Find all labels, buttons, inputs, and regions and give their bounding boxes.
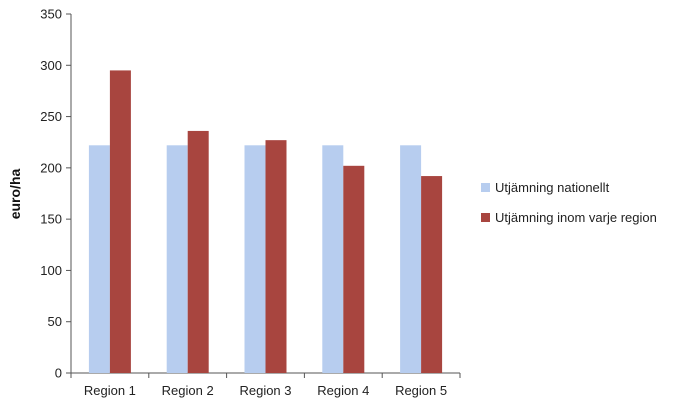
y-tick-label: 150: [40, 212, 62, 227]
bar-series-1: [400, 145, 422, 373]
bar-series-1: [166, 145, 188, 373]
x-tick-label: Region 3: [239, 383, 291, 398]
legend-swatch: [481, 213, 490, 222]
bar-series-2: [187, 130, 209, 373]
y-axis-label: euro/ha: [7, 169, 23, 220]
y-tick-label: 50: [48, 314, 62, 329]
y-tick-label: 250: [40, 109, 62, 124]
legend: Utjämning nationellt Utjämning inom varje…: [481, 180, 657, 225]
bar-series-2: [343, 165, 365, 373]
legend-label: Utjämning inom varje region: [495, 210, 657, 225]
bar-series-1: [322, 145, 344, 373]
x-tick-label: Region 1: [84, 383, 136, 398]
bar-series-1: [88, 145, 110, 373]
legend-swatch: [481, 183, 490, 192]
bar-series-1: [244, 145, 266, 373]
bar-series-2: [109, 70, 131, 374]
bars: [88, 70, 443, 374]
y-axis: 0 50 100 150 200 250 300 350: [40, 7, 72, 381]
x-axis: Region 1 Region 2 Region 3 Region 4 Region 5: [70, 372, 461, 398]
x-tick-label: Region 2: [162, 383, 214, 398]
y-tick-label: 350: [40, 7, 62, 22]
x-tick-label: Region 5: [395, 383, 447, 398]
bar-series-2: [265, 140, 287, 373]
y-tick-label: 200: [40, 160, 62, 175]
legend-label: Utjämning nationellt: [495, 180, 610, 195]
x-tick-label: Region 4: [317, 383, 369, 398]
y-tick-label: 300: [40, 58, 62, 73]
y-tick-label: 100: [40, 263, 62, 278]
y-tick-label: 0: [55, 366, 62, 381]
bar-series-2: [421, 176, 443, 373]
